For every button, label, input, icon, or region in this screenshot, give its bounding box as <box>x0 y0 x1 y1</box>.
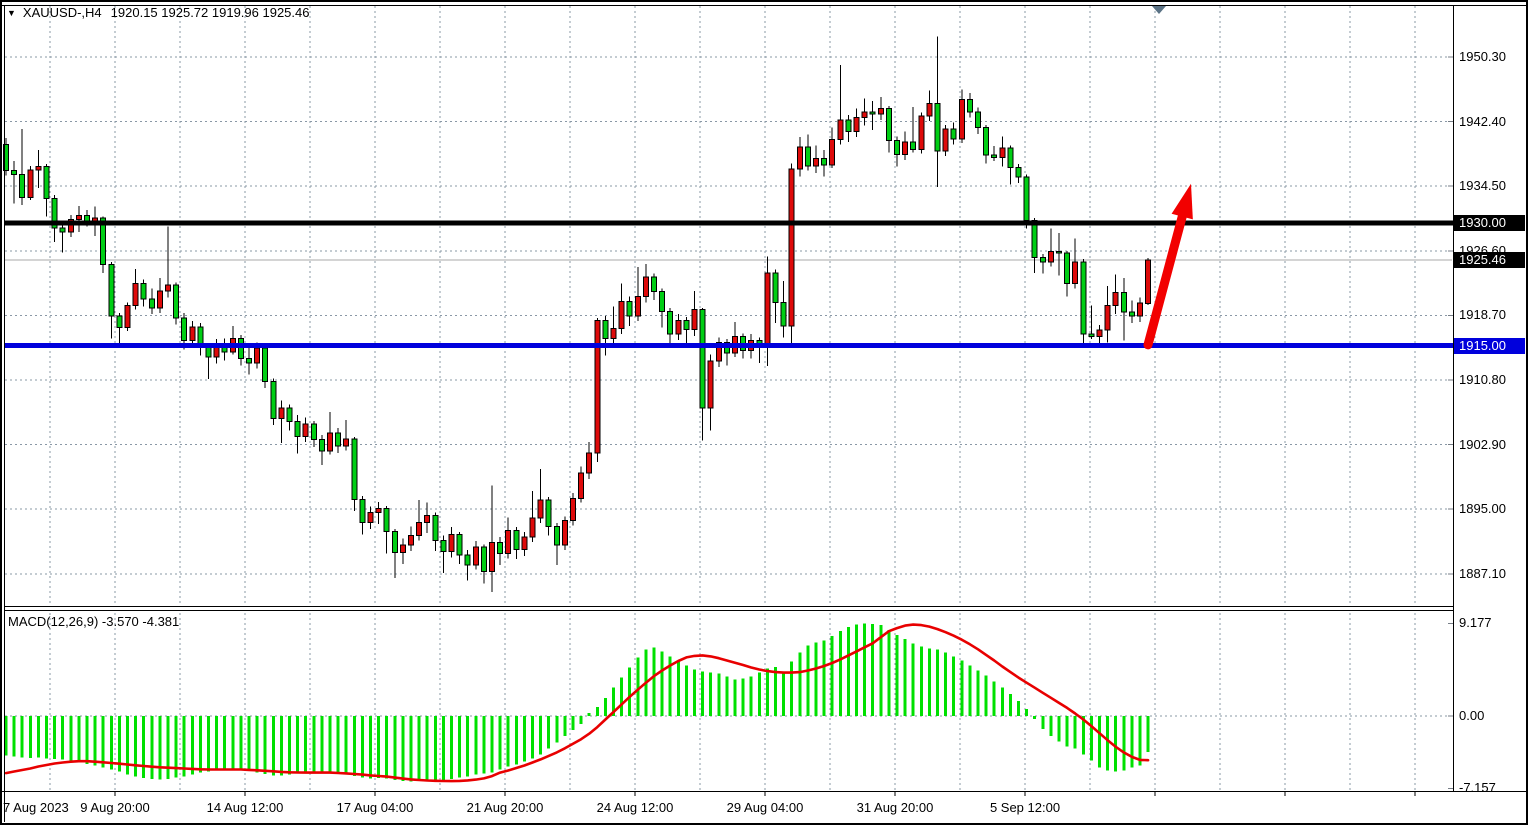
price-badge-support: 1915.00 <box>1454 337 1525 354</box>
price-axis-label: 1887.10 <box>1459 565 1506 581</box>
price-axis-label: 1918.70 <box>1459 307 1506 323</box>
price-axis-label: 1895.00 <box>1459 501 1506 517</box>
price-badge-resistance: 1930.00 <box>1454 214 1525 231</box>
current-price-badge: 1925.46 <box>1454 252 1525 269</box>
time-axis-label: 29 Aug 04:00 <box>726 800 804 815</box>
macd-axis-label: -7.157 <box>1459 780 1496 796</box>
chart-title: ▼ XAUUSD-,H4 1920.15 1925.72 1919.96 1925.… <box>7 5 309 20</box>
price-axis-label: 1910.80 <box>1459 371 1506 387</box>
price-axis-label: 1934.50 <box>1459 178 1506 194</box>
macd-indicator-label: MACD(12,26,9) -3.570 -4.381 <box>8 614 180 629</box>
macd-axis-label: 0.00 <box>1459 708 1485 723</box>
time-axis-label: 21 Aug 20:00 <box>466 800 544 815</box>
chart-shift-marker-icon[interactable] <box>1152 6 1166 14</box>
symbol-collapse-icon[interactable]: ▼ <box>7 8 16 18</box>
ohlc-values-label: 1920.15 1925.72 1919.96 1925.46 <box>110 5 310 20</box>
price-axis-label: 1902.90 <box>1459 436 1506 452</box>
time-axis-label: 17 Aug 04:00 <box>336 800 414 815</box>
hline-support[interactable] <box>4 343 1453 349</box>
time-axis-label: 31 Aug 20:00 <box>856 800 934 815</box>
time-axis-label: 7 Aug 2023 <box>3 800 69 815</box>
up-arrow-annotation[interactable] <box>1171 183 1193 220</box>
time-axis-label: 14 Aug 12:00 <box>206 800 284 815</box>
time-axis-label: 24 Aug 12:00 <box>596 800 674 815</box>
symbol-timeframe-label: XAUUSD-,H4 <box>22 5 102 20</box>
macd-signal-line <box>4 623 1150 783</box>
price-axis-label: 1950.30 <box>1459 49 1506 64</box>
hline-resistance[interactable] <box>4 220 1453 226</box>
macd-axis-label: 9.177 <box>1459 615 1492 631</box>
time-axis-label: 5 Sep 12:00 <box>989 800 1061 815</box>
price-axis-label: 1942.40 <box>1459 113 1506 129</box>
time-axis-label: 9 Aug 20:00 <box>80 800 150 815</box>
